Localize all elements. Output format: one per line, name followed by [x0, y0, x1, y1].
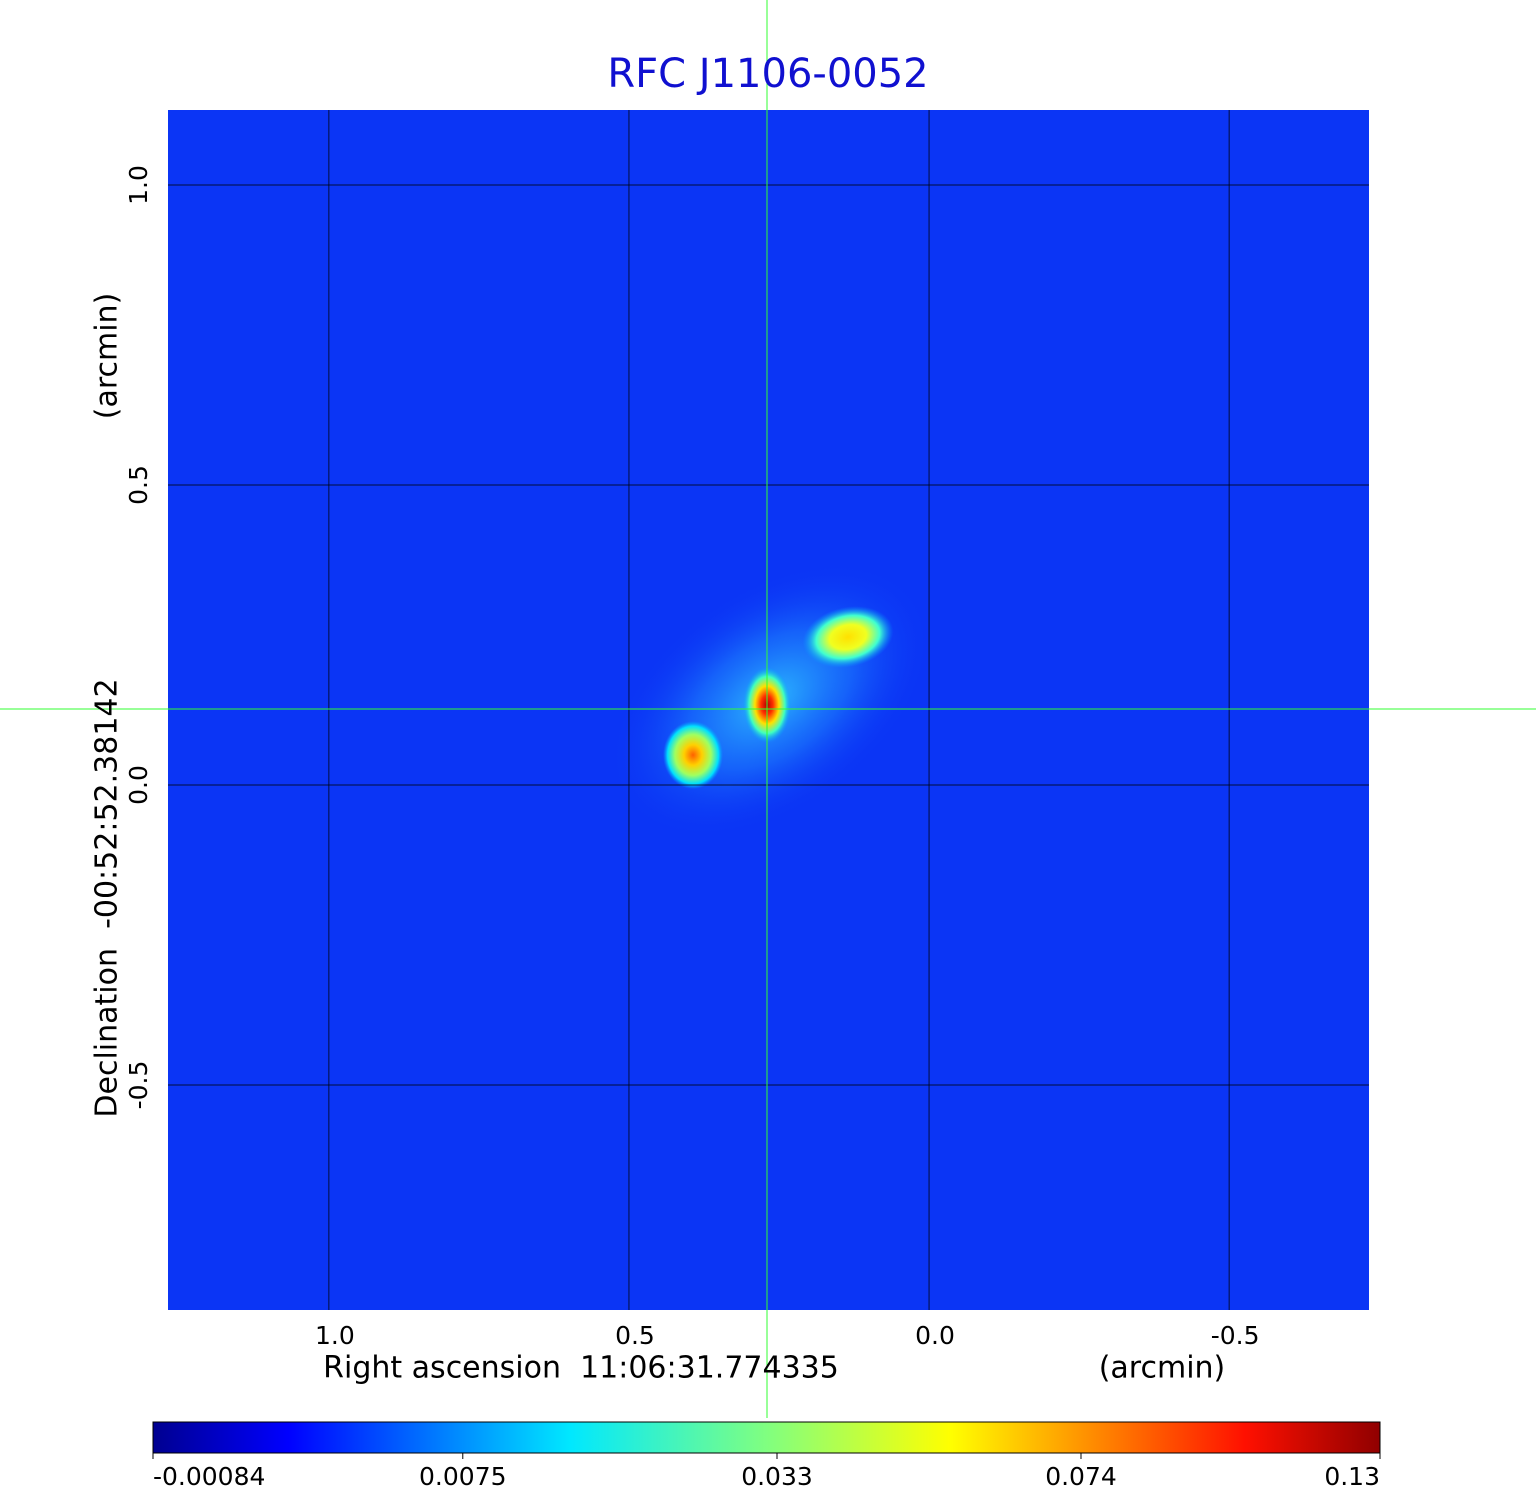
emission-component	[663, 721, 723, 789]
x-tick-label: -0.5	[1211, 1321, 1260, 1350]
colorbar-tick-label: 0.033	[741, 1462, 813, 1491]
colorbar-tick-label: -0.00084	[153, 1462, 265, 1491]
y-axis-unit: (arcmin)	[90, 293, 125, 420]
x-axis-label: Right ascension 11:06:31.774335	[323, 1351, 839, 1386]
colorbar-tick-label: 0.13	[1324, 1462, 1380, 1491]
y-tick-label: -0.5	[124, 1061, 153, 1110]
colorbar	[152, 1421, 1381, 1454]
y-axis-label: Declination -00:52:52.38142	[90, 678, 125, 1117]
y-tick-label: 0.0	[124, 765, 153, 805]
colorbar-tick-label: 0.074	[1045, 1462, 1117, 1491]
x-axis-unit: (arcmin)	[1099, 1351, 1226, 1386]
emission-component	[802, 606, 894, 668]
y-tick-label: 0.5	[124, 465, 153, 505]
x-tick-label: 1.0	[315, 1321, 355, 1350]
grid	[168, 110, 1369, 1310]
x-tick-label: 0.5	[615, 1321, 655, 1350]
colorbar-tick-label: 0.0075	[419, 1462, 506, 1491]
x-tick-label: 0.0	[915, 1321, 955, 1350]
chart-title: RFC J1106-0052	[607, 51, 928, 97]
y-tick-label: 1.0	[124, 165, 153, 205]
